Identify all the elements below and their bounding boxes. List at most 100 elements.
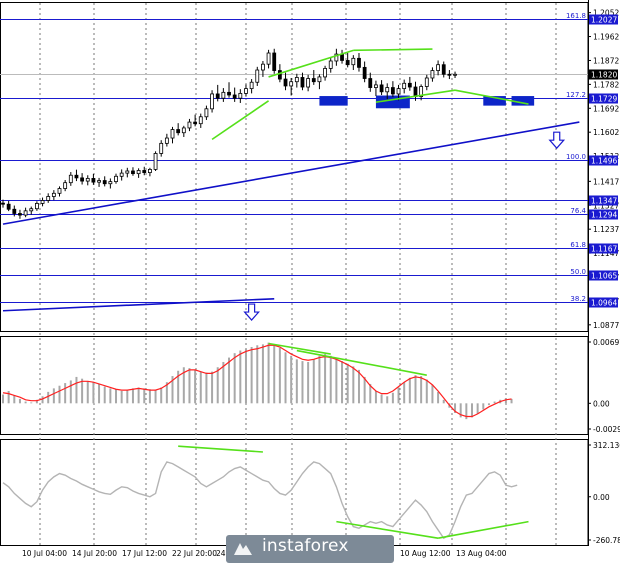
fib-price-label: 1.1167 [591, 245, 617, 254]
x-tick-label: 10 Jul 04:00 [22, 549, 67, 558]
trend-line [2, 297, 275, 312]
candle-body [102, 180, 107, 185]
down-arrow-icon [548, 131, 566, 150]
fib-price-badge [589, 155, 618, 166]
y-tick-label: 1.1237 [593, 225, 619, 234]
candle-body [407, 82, 412, 88]
y-tick-label: 1.0877 [593, 321, 619, 330]
candle-body [294, 77, 299, 83]
candle-body [193, 121, 198, 125]
candle-body [453, 73, 457, 76]
candle-body [97, 180, 101, 183]
divergence-line [437, 520, 529, 539]
x-tick-label: 10 Aug 12:00 [400, 549, 451, 558]
fib-price-badge [589, 209, 618, 220]
candle-body [181, 127, 186, 134]
candle-body [1, 202, 5, 205]
candle-body [68, 174, 73, 184]
candle-body [29, 208, 34, 212]
candle-body [63, 182, 68, 189]
fib-price-label: 1.0964 [591, 299, 617, 308]
divergence-line [454, 89, 529, 105]
candle-body [142, 170, 147, 173]
candle-body [57, 188, 62, 194]
candle-body [210, 93, 214, 110]
candle-body [345, 60, 350, 66]
y-tick-label: 1.1872 [593, 56, 619, 65]
fib-price-label: 1.1729 [591, 95, 617, 104]
candle-body [108, 181, 113, 185]
candle-body [176, 129, 181, 134]
candle-body [35, 203, 39, 210]
fib-price-badge [589, 270, 618, 281]
x-tick-label: 13 Aug 04:00 [456, 549, 507, 558]
candle-body [12, 208, 17, 214]
y-tick-label: 0.00 [593, 493, 610, 502]
signal-line [2, 344, 512, 418]
support-zone-box [483, 96, 506, 106]
candle-body [40, 200, 45, 204]
candle-body [277, 70, 282, 80]
y-tick-label: 0.00 [593, 399, 610, 408]
panel-frame-2 [0, 439, 589, 546]
y-tick-label: 1.1692 [593, 104, 619, 113]
candle-body [447, 73, 452, 76]
fib-price-label: 1.2027 [591, 16, 617, 25]
candle-body [368, 78, 373, 88]
down-arrow-icon [243, 303, 260, 321]
x-tick-label: 17 Jul 12:00 [122, 549, 167, 558]
candle-body [80, 177, 85, 182]
candle-body [362, 66, 367, 79]
candle-body [272, 52, 277, 71]
candle-body [187, 121, 192, 129]
candle-body [419, 86, 424, 97]
candle-body [300, 77, 305, 88]
candle-body [18, 213, 22, 216]
y-tick-label: 1.2052 [593, 9, 619, 18]
fib-level-ratio: 61.8 [570, 241, 586, 249]
candle-body [311, 78, 316, 83]
candle-body [227, 91, 231, 96]
candle-body [119, 172, 124, 177]
candle-body [164, 137, 169, 144]
support-zone-box [511, 96, 535, 106]
trend-line [2, 121, 580, 225]
y-tick-label: 1.1602 [593, 128, 619, 137]
x-tick-label: 24 [216, 549, 226, 558]
fib-price-badge [589, 93, 618, 104]
candle-body [131, 170, 135, 175]
fib-price-badge [589, 243, 618, 254]
current-price-badge [589, 69, 618, 80]
candle-body [232, 94, 237, 99]
current-price-label: 1.1820 [591, 71, 617, 80]
x-tick-label: 22 Jul 20:00 [172, 549, 217, 558]
fib-level-ratio: 127.2 [566, 91, 586, 99]
candle-body [328, 60, 333, 69]
candle-body [323, 68, 327, 78]
candle-body [379, 84, 384, 93]
watermark-badge [226, 535, 394, 563]
candle-body [23, 210, 28, 216]
candle-body [357, 57, 361, 68]
y-tick-label: 1.1782 [593, 80, 619, 89]
divergence-line [178, 445, 263, 453]
candle-body [374, 84, 378, 88]
candle-body [255, 69, 260, 83]
candle-body [153, 153, 158, 170]
fib-price-badge [589, 195, 618, 206]
candle-body [413, 86, 418, 97]
y-tick-label: -260.7826 [593, 536, 620, 545]
divergence-line [336, 520, 439, 540]
candle-body [6, 203, 11, 210]
candle-body [221, 91, 226, 99]
candle-body [402, 82, 407, 90]
candle-body [261, 63, 265, 71]
candle-body [385, 87, 390, 93]
x-tick-label: 14 Jul 20:00 [72, 549, 117, 558]
support-zone-box [319, 96, 348, 106]
y-tick-label: 1.1962 [593, 33, 619, 42]
watermark-text: instaforex [262, 536, 349, 556]
candle-body [351, 57, 356, 66]
candle-body [46, 196, 51, 201]
